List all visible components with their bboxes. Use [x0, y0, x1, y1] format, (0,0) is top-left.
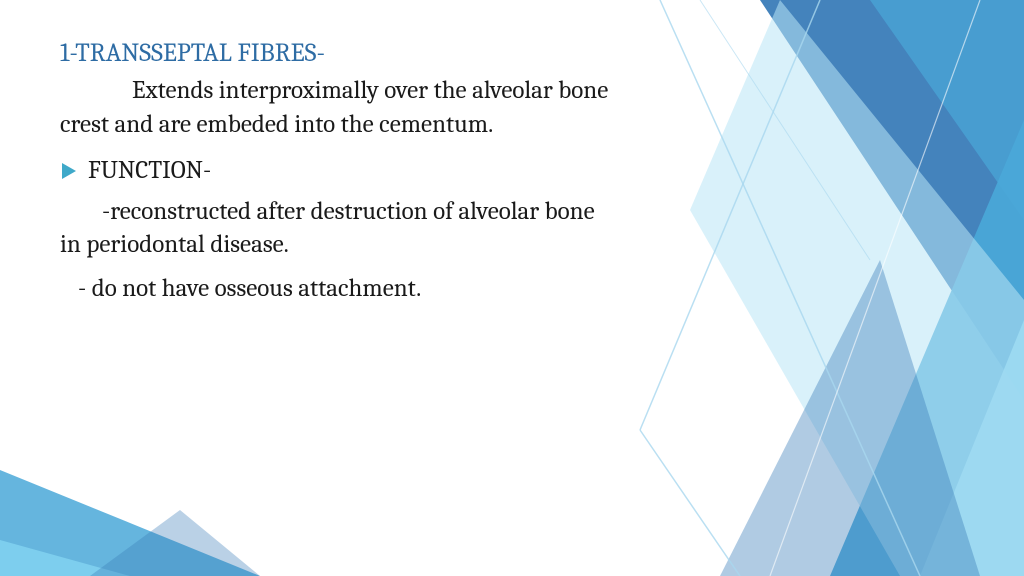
triangle-bullet-icon	[60, 162, 78, 180]
slide-content: 1-TRANSSEPTAL FIBRES- Extends interproxi…	[0, 0, 680, 336]
bullet-item: FUNCTION-	[60, 156, 620, 185]
sub-point-1: -reconstructed after destruction of alve…	[60, 195, 620, 263]
sub-point-2: - do not have osseous attachment.	[60, 272, 620, 306]
paragraph-description: Extends interproximally over the alveola…	[60, 74, 620, 142]
bullet-label: FUNCTION-	[88, 156, 211, 185]
slide-title: 1-TRANSSEPTAL FIBRES-	[60, 38, 620, 68]
